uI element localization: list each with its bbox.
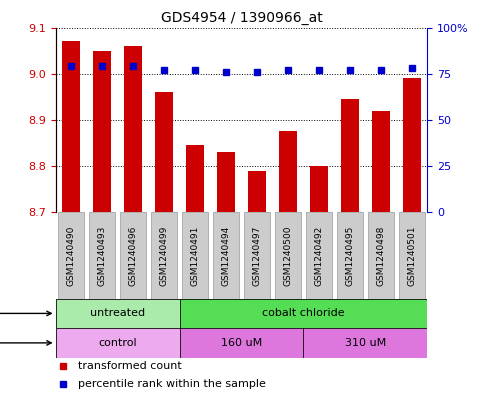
Bar [89,212,115,299]
Bar [303,328,427,358]
Bar [310,166,328,212]
Text: 310 uM: 310 uM [345,338,386,348]
Bar [62,41,80,212]
Text: GSM1240495: GSM1240495 [345,225,355,286]
Text: GSM1240499: GSM1240499 [159,225,169,286]
Bar [180,299,427,328]
Text: agent: agent [0,309,51,318]
Bar [403,78,421,212]
Bar [182,212,208,299]
Bar [279,131,297,212]
Bar [93,51,112,212]
Bar [399,212,425,299]
Text: dose: dose [0,338,51,348]
Text: GSM1240496: GSM1240496 [128,225,138,286]
Text: control: control [98,338,137,348]
Text: 160 uM: 160 uM [221,338,262,348]
Bar [213,212,239,299]
Bar [58,212,84,299]
Bar [306,212,332,299]
Bar [275,212,301,299]
Text: GSM1240491: GSM1240491 [190,225,199,286]
Bar [124,46,142,212]
Bar [244,212,270,299]
Bar [372,111,390,212]
Text: GSM1240500: GSM1240500 [284,225,293,286]
Bar [180,328,303,358]
Text: GSM1240497: GSM1240497 [253,225,261,286]
Bar [248,171,266,212]
Text: percentile rank within the sample: percentile rank within the sample [78,379,266,389]
Text: GSM1240490: GSM1240490 [67,225,75,286]
Bar [155,92,173,212]
Bar [120,212,146,299]
Title: GDS4954 / 1390966_at: GDS4954 / 1390966_at [161,11,322,25]
Text: cobalt chloride: cobalt chloride [262,309,345,318]
Text: GSM1240501: GSM1240501 [408,225,416,286]
Bar [56,328,180,358]
Bar [151,212,177,299]
Text: GSM1240498: GSM1240498 [376,225,385,286]
Bar [56,299,180,328]
Text: untreated: untreated [90,309,145,318]
Bar [368,212,394,299]
Bar [341,99,359,212]
Text: GSM1240494: GSM1240494 [222,225,230,286]
Bar [217,152,235,212]
Text: GSM1240493: GSM1240493 [98,225,107,286]
Bar [337,212,363,299]
Text: GSM1240492: GSM1240492 [314,225,324,286]
Text: transformed count: transformed count [78,362,182,371]
Bar [186,145,204,212]
